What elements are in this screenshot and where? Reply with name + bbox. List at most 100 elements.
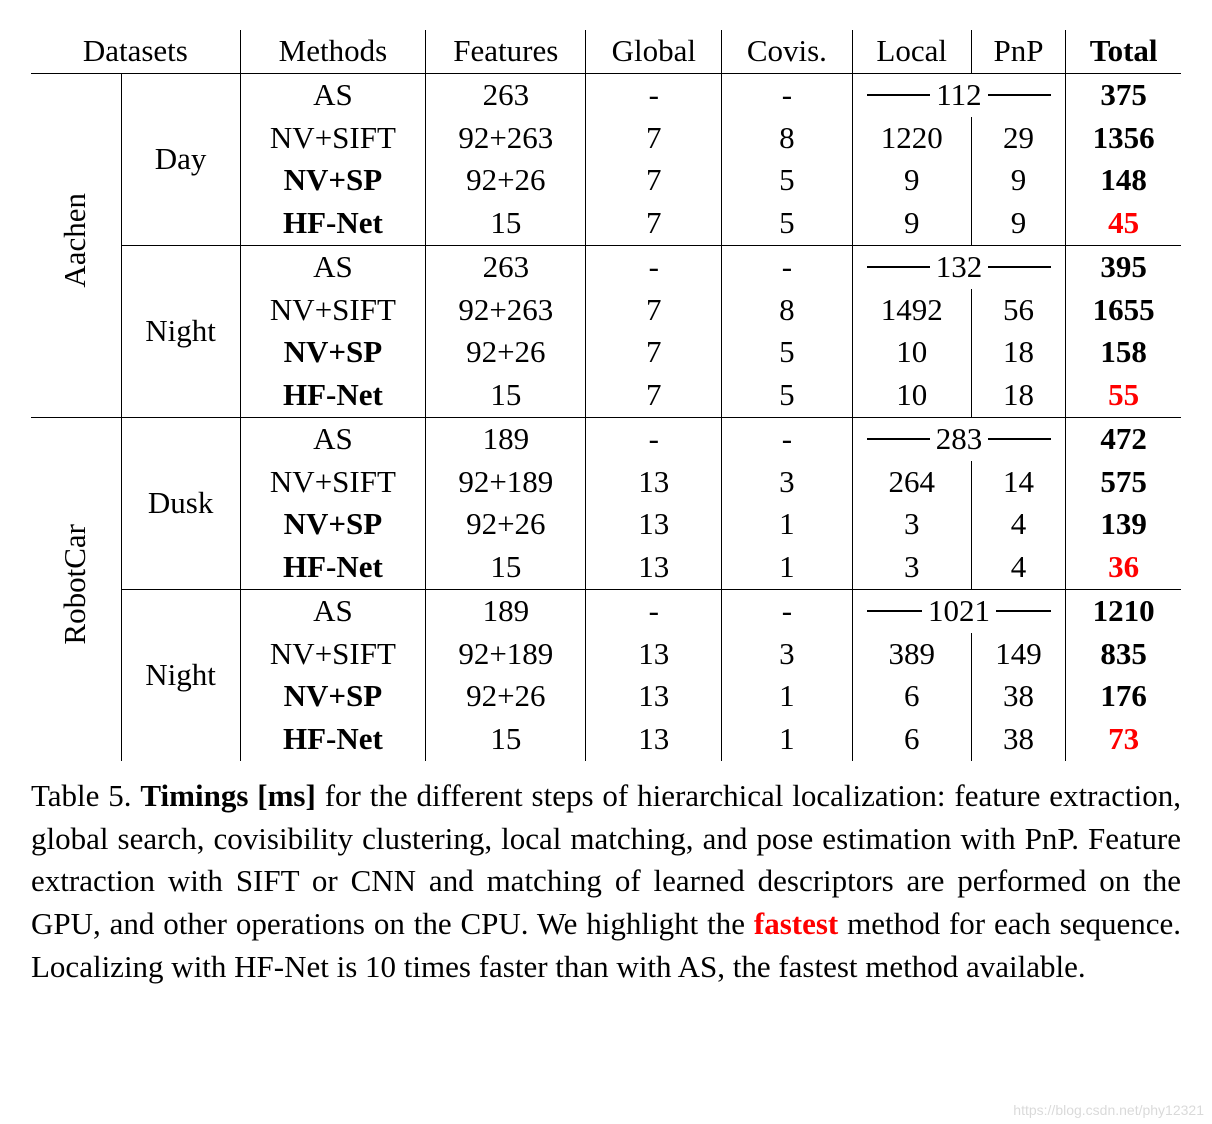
features-cell: 92+26 — [426, 159, 586, 202]
global-cell: 13 — [586, 675, 722, 718]
col-methods: Methods — [240, 30, 425, 73]
col-total: Total — [1066, 30, 1181, 73]
pnp-cell: 9 — [971, 202, 1065, 245]
local-cell: 3 — [852, 546, 971, 589]
table-row: NightAS189--10211210 — [31, 589, 1181, 632]
dataset-name: RobotCar — [52, 524, 99, 645]
local-cell: 10 — [852, 331, 971, 374]
pnp-cell: 18 — [971, 331, 1065, 374]
features-cell: 15 — [426, 202, 586, 245]
pnp-cell: 29 — [971, 117, 1065, 160]
merged-local-pnp-cell: 132 — [852, 245, 1066, 288]
global-cell: 13 — [586, 546, 722, 589]
features-cell: 92+26 — [426, 331, 586, 374]
features-cell: 92+189 — [426, 633, 586, 676]
pnp-cell: 4 — [971, 546, 1065, 589]
covis-cell: 1 — [722, 503, 853, 546]
method-cell: NV+SP — [240, 503, 425, 546]
covis-cell: 5 — [722, 159, 853, 202]
pnp-cell: 14 — [971, 461, 1065, 504]
pnp-cell: 56 — [971, 289, 1065, 332]
global-cell: 7 — [586, 202, 722, 245]
pnp-cell: 4 — [971, 503, 1065, 546]
watermark: https://blog.csdn.net/phy12321 — [1013, 1102, 1204, 1118]
method-cell: NV+SP — [240, 331, 425, 374]
caption-fastest: fastest — [754, 906, 838, 941]
global-cell: 7 — [586, 117, 722, 160]
total-cell: 36 — [1066, 546, 1181, 589]
covis-cell: 3 — [722, 633, 853, 676]
covis-cell: 1 — [722, 675, 853, 718]
global-cell: 13 — [586, 718, 722, 761]
covis-cell: 1 — [722, 718, 853, 761]
covis-cell: 3 — [722, 461, 853, 504]
col-global: Global — [586, 30, 722, 73]
table-row: RobotCarDuskAS189--283472 — [31, 417, 1181, 460]
total-cell: 158 — [1066, 331, 1181, 374]
covis-cell: - — [722, 245, 853, 288]
local-cell: 6 — [852, 675, 971, 718]
global-cell: 13 — [586, 503, 722, 546]
features-cell: 15 — [426, 374, 586, 417]
global-cell: 7 — [586, 331, 722, 374]
table-row: AachenDayAS263--112375 — [31, 73, 1181, 116]
method-cell: HF-Net — [240, 718, 425, 761]
global-cell: - — [586, 417, 722, 460]
dataset-label: Aachen — [31, 73, 121, 417]
covis-cell: 5 — [722, 374, 853, 417]
merged-local-pnp-cell: 1021 — [852, 589, 1066, 632]
method-cell: HF-Net — [240, 546, 425, 589]
total-cell: 55 — [1066, 374, 1181, 417]
global-cell: 7 — [586, 289, 722, 332]
local-cell: 1492 — [852, 289, 971, 332]
covis-cell: 8 — [722, 117, 853, 160]
caption-lead: Timings [ms] — [140, 778, 315, 813]
total-cell: 176 — [1066, 675, 1181, 718]
table-row: NightAS263--132395 — [31, 245, 1181, 288]
subset-label: Night — [121, 245, 240, 417]
total-cell: 45 — [1066, 202, 1181, 245]
global-cell: 13 — [586, 461, 722, 504]
features-cell: 92+189 — [426, 461, 586, 504]
local-cell: 389 — [852, 633, 971, 676]
local-cell: 9 — [852, 202, 971, 245]
method-cell: AS — [240, 73, 425, 116]
global-cell: 7 — [586, 374, 722, 417]
features-cell: 92+263 — [426, 117, 586, 160]
global-cell: - — [586, 589, 722, 632]
total-cell: 395 — [1066, 245, 1181, 288]
merged-local-pnp-cell: 112 — [852, 73, 1066, 116]
total-cell: 575 — [1066, 461, 1181, 504]
local-cell: 10 — [852, 374, 971, 417]
total-cell: 1655 — [1066, 289, 1181, 332]
timings-table: DatasetsMethodsFeaturesGlobalCovis.Local… — [31, 30, 1181, 761]
features-cell: 15 — [426, 718, 586, 761]
covis-cell: - — [722, 417, 853, 460]
features-cell: 92+26 — [426, 503, 586, 546]
global-cell: 7 — [586, 159, 722, 202]
total-cell: 835 — [1066, 633, 1181, 676]
features-cell: 189 — [426, 417, 586, 460]
features-cell: 92+263 — [426, 289, 586, 332]
col-features: Features — [426, 30, 586, 73]
total-cell: 139 — [1066, 503, 1181, 546]
col-covis: Covis. — [722, 30, 853, 73]
subset-label: Night — [121, 589, 240, 761]
table-caption: Table 5. Timings [ms] for the different … — [31, 775, 1181, 989]
features-cell: 92+26 — [426, 675, 586, 718]
method-cell: NV+SP — [240, 675, 425, 718]
subset-label: Dusk — [121, 417, 240, 589]
local-cell: 6 — [852, 718, 971, 761]
global-cell: 13 — [586, 633, 722, 676]
local-cell: 264 — [852, 461, 971, 504]
col-local: Local — [852, 30, 971, 73]
pnp-cell: 149 — [971, 633, 1065, 676]
total-cell: 148 — [1066, 159, 1181, 202]
global-cell: - — [586, 245, 722, 288]
local-cell: 9 — [852, 159, 971, 202]
total-cell: 375 — [1066, 73, 1181, 116]
total-cell: 1356 — [1066, 117, 1181, 160]
covis-cell: 8 — [722, 289, 853, 332]
col-datasets: Datasets — [31, 30, 240, 73]
method-cell: NV+SIFT — [240, 633, 425, 676]
